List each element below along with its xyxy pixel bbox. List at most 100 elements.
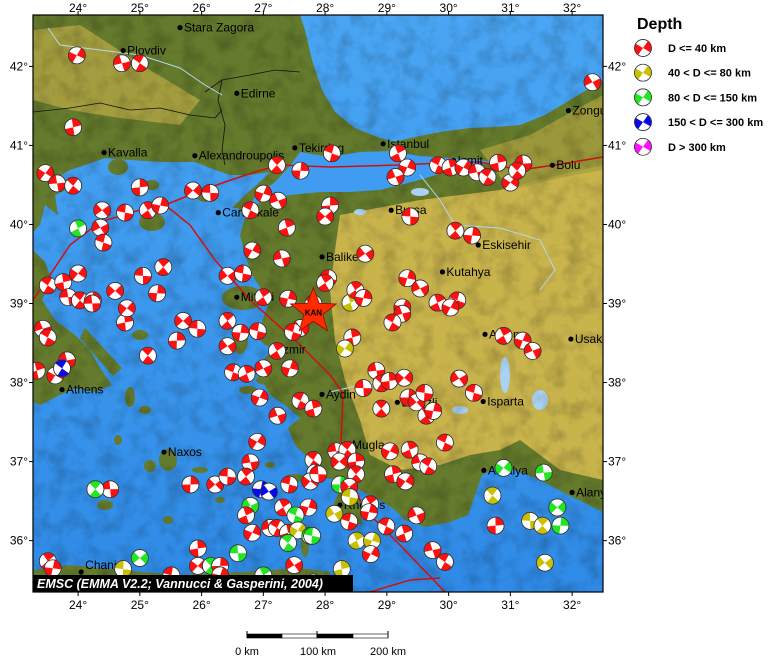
event-beachball[interactable] <box>38 328 57 347</box>
city-kutahya[interactable]: Kutahya <box>439 265 491 279</box>
event-beachball[interactable] <box>248 322 267 341</box>
event-beachball[interactable] <box>268 342 286 360</box>
event-beachball[interactable] <box>396 472 415 491</box>
city-plovdiv[interactable]: Plovdiv <box>120 44 166 58</box>
event-beachball[interactable] <box>291 391 310 410</box>
city-edirne[interactable]: Edirne <box>234 86 276 100</box>
event-beachball[interactable] <box>281 359 299 378</box>
event-beachball[interactable] <box>395 524 413 543</box>
event-beachball[interactable] <box>284 323 302 341</box>
event-beachball[interactable] <box>113 54 131 73</box>
event-beachball[interactable] <box>383 313 402 332</box>
event-beachball[interactable] <box>130 178 149 197</box>
event-beachball[interactable] <box>64 176 82 195</box>
event-beachball[interactable] <box>291 161 310 180</box>
event-beachball[interactable] <box>241 201 260 220</box>
event-beachball[interactable] <box>463 226 481 245</box>
event-beachball[interactable] <box>450 369 468 388</box>
event-beachball[interactable] <box>429 156 447 175</box>
city-stara-zagora[interactable]: Stara Zagora <box>177 21 254 35</box>
city-athens[interactable]: Athens <box>59 383 103 397</box>
event-beachball[interactable] <box>218 266 237 285</box>
kan-marker[interactable]: KAN <box>289 286 338 332</box>
event-beachball[interactable] <box>67 46 86 65</box>
event-beachball[interactable] <box>377 517 396 536</box>
event-beachball[interactable] <box>134 266 152 285</box>
event-beachball[interactable] <box>86 480 105 499</box>
event-beachball[interactable] <box>269 191 288 210</box>
city-eskisehir[interactable]: Eskisehir <box>475 238 531 252</box>
event-beachball[interactable] <box>483 486 502 505</box>
event-beachball[interactable] <box>36 164 55 182</box>
event-beachball[interactable] <box>71 291 89 310</box>
event-beachball[interactable] <box>360 503 378 522</box>
event-beachball[interactable] <box>286 506 305 525</box>
event-beachball[interactable] <box>277 218 296 237</box>
event-beachball[interactable] <box>237 506 255 525</box>
event-beachball[interactable] <box>436 433 454 452</box>
city-kavalla[interactable]: Kavalla <box>101 146 148 160</box>
event-beachball[interactable] <box>189 539 207 558</box>
event-beachball[interactable] <box>303 527 321 545</box>
event-beachball[interactable] <box>174 312 192 330</box>
event-beachball[interactable] <box>274 498 292 517</box>
event-beachball[interactable] <box>184 181 202 200</box>
event-beachball[interactable] <box>148 284 166 303</box>
event-beachball[interactable] <box>229 544 247 563</box>
event-beachball[interactable] <box>340 512 359 531</box>
event-beachball[interactable] <box>465 383 483 402</box>
city-isparta[interactable]: Isparta <box>480 395 525 409</box>
event-beachball[interactable] <box>380 372 399 390</box>
event-beachball[interactable] <box>151 196 170 215</box>
event-beachball[interactable] <box>93 201 112 220</box>
event-beachball[interactable] <box>234 264 252 283</box>
event-beachball[interactable] <box>218 312 237 330</box>
event-beachball[interactable] <box>279 289 297 308</box>
event-beachball[interactable] <box>533 516 552 535</box>
event-beachball[interactable] <box>28 361 46 380</box>
event-beachball[interactable] <box>279 534 297 552</box>
event-beachball[interactable] <box>398 269 417 288</box>
event-beachball[interactable] <box>94 233 113 252</box>
event-beachball[interactable] <box>218 337 237 356</box>
event-beachball[interactable] <box>101 480 120 499</box>
event-beachball[interactable] <box>43 559 62 578</box>
city-chania[interactable]: Chania <box>78 558 124 575</box>
event-beachball[interactable] <box>354 289 373 307</box>
event-beachball[interactable] <box>309 465 328 484</box>
event-beachball[interactable] <box>363 531 381 550</box>
event-beachball[interactable] <box>38 276 57 295</box>
event-beachball[interactable] <box>250 388 269 407</box>
event-beachball[interactable] <box>268 156 286 175</box>
event-beachball[interactable] <box>273 249 291 268</box>
event-beachball[interactable] <box>260 482 278 501</box>
event-beachball[interactable] <box>400 440 419 459</box>
event-beachball[interactable] <box>168 331 186 350</box>
event-beachball[interactable] <box>411 279 430 298</box>
event-beachball[interactable] <box>218 467 237 486</box>
event-beachball[interactable] <box>254 359 273 378</box>
city-naxos[interactable]: Naxos <box>161 445 202 459</box>
event-beachball[interactable] <box>454 158 473 177</box>
event-beachball[interactable] <box>248 432 267 451</box>
event-beachball[interactable] <box>181 475 200 494</box>
city-zonguldak[interactable]: Zonguldak <box>565 104 630 118</box>
event-beachball[interactable] <box>130 549 149 567</box>
event-beachball[interactable] <box>424 402 443 420</box>
event-beachball[interactable] <box>494 459 513 477</box>
event-beachball[interactable] <box>243 523 262 542</box>
event-beachball[interactable] <box>139 346 157 365</box>
event-beachball[interactable] <box>321 196 339 215</box>
event-beachball[interactable] <box>436 553 454 571</box>
event-beachball[interactable] <box>316 207 334 226</box>
event-beachball[interactable] <box>548 498 567 517</box>
event-beachball[interactable] <box>446 221 465 240</box>
event-beachball[interactable] <box>419 457 438 476</box>
event-beachball[interactable] <box>237 364 256 383</box>
event-beachball[interactable] <box>347 531 366 550</box>
event-beachball[interactable] <box>268 406 287 425</box>
event-beachball[interactable] <box>316 274 334 292</box>
event-beachball[interactable] <box>325 504 344 523</box>
event-beachball[interactable] <box>551 516 570 535</box>
event-beachball[interactable] <box>130 54 149 73</box>
